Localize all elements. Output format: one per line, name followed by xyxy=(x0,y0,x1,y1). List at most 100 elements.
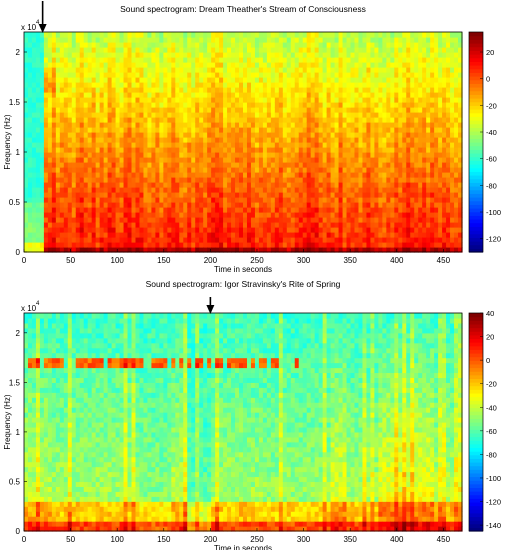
heat-cell xyxy=(414,172,419,178)
heat-cell xyxy=(76,112,81,118)
heat-cell xyxy=(438,32,443,38)
heat-cell xyxy=(263,37,268,43)
heat-cell xyxy=(135,142,140,148)
heat-cell xyxy=(327,92,332,98)
heat-cell xyxy=(44,172,49,178)
heat-cell xyxy=(207,167,212,173)
heat-cell xyxy=(120,137,125,143)
heat-cell xyxy=(135,107,140,113)
heat-cell xyxy=(382,122,387,128)
heat-cell xyxy=(40,112,45,118)
heat-cell xyxy=(430,187,435,193)
heat-cell xyxy=(159,57,164,63)
heat-cell xyxy=(231,37,236,43)
heat-cell xyxy=(44,37,49,43)
heat-cell xyxy=(231,142,236,148)
heat-cell xyxy=(434,47,439,53)
heat-cell xyxy=(414,167,419,173)
heat-cell xyxy=(362,197,367,203)
heat-cell xyxy=(171,192,176,198)
heat-cell xyxy=(104,232,109,238)
heat-cell xyxy=(291,42,296,48)
heat-cell xyxy=(223,237,228,243)
heat-cell xyxy=(235,112,240,118)
heat-cell xyxy=(259,37,264,43)
heat-cell xyxy=(390,142,395,148)
heat-cell xyxy=(120,47,125,53)
heat-cell xyxy=(223,162,228,168)
heat-cell xyxy=(410,187,415,193)
heat-cell xyxy=(414,137,419,143)
heat-cell xyxy=(358,142,363,148)
heat-cell xyxy=(323,132,328,138)
heat-cell xyxy=(104,167,109,173)
heat-cell xyxy=(32,147,37,153)
heat-cell xyxy=(92,102,97,108)
heat-cell xyxy=(207,177,212,183)
heat-cell xyxy=(80,87,85,93)
heat-cell xyxy=(72,242,77,248)
heat-cell xyxy=(418,177,423,183)
heat-cell xyxy=(76,102,81,108)
heat-cell xyxy=(80,102,85,108)
heat-cell xyxy=(370,237,375,243)
heat-cell xyxy=(362,122,367,128)
heat-cell xyxy=(259,227,264,233)
heat-cell xyxy=(52,152,57,158)
heat-cell xyxy=(434,237,439,243)
heat-cell xyxy=(88,117,93,123)
heat-cell xyxy=(32,72,37,78)
heat-cell xyxy=(386,92,391,98)
heat-cell xyxy=(147,157,152,163)
heat-cell xyxy=(315,62,320,68)
heat-cell xyxy=(48,237,53,243)
heat-cell xyxy=(211,212,216,218)
heat-cell xyxy=(382,157,387,163)
heat-cell xyxy=(239,217,244,223)
heat-cell xyxy=(28,82,33,88)
heat-cell xyxy=(163,32,168,38)
heat-cell xyxy=(406,132,411,138)
heat-cell xyxy=(398,67,403,73)
heat-cell xyxy=(132,137,137,143)
heat-cell xyxy=(426,82,431,88)
heat-cell xyxy=(112,167,117,173)
heat-cell xyxy=(378,57,383,63)
heat-cell xyxy=(410,167,415,173)
heat-cell xyxy=(239,232,244,238)
heat-cell xyxy=(187,152,192,158)
heat-cell xyxy=(219,62,224,68)
heat-cell xyxy=(446,172,451,178)
heat-cell xyxy=(124,222,129,228)
heat-cell xyxy=(351,107,356,113)
heat-cell xyxy=(382,172,387,178)
heat-cell xyxy=(251,102,256,108)
heat-cell xyxy=(446,82,451,88)
heat-cell xyxy=(60,37,65,43)
heat-cell xyxy=(128,222,133,228)
heat-cell xyxy=(143,112,148,118)
heat-cell xyxy=(434,32,439,38)
heat-cell xyxy=(183,202,188,208)
heat-cell xyxy=(271,162,276,168)
heat-cell xyxy=(215,147,220,153)
heat-cell xyxy=(88,42,93,48)
heat-cell xyxy=(203,117,208,123)
heat-cell xyxy=(275,37,280,43)
heat-cell xyxy=(203,192,208,198)
heat-cell xyxy=(32,137,37,143)
heat-cell xyxy=(275,227,280,233)
heat-cell xyxy=(52,32,57,38)
heat-cell xyxy=(84,82,89,88)
heat-cell xyxy=(275,62,280,68)
heat-cell xyxy=(215,72,220,78)
heat-cell xyxy=(362,142,367,148)
heat-cell xyxy=(28,172,33,178)
heat-cell xyxy=(68,92,73,98)
heat-cell xyxy=(24,407,29,413)
heat-cell xyxy=(163,92,168,98)
heat-cell xyxy=(251,147,256,153)
heat-cell xyxy=(199,52,204,58)
heat-cell xyxy=(378,122,383,128)
heat-cell xyxy=(223,107,228,113)
